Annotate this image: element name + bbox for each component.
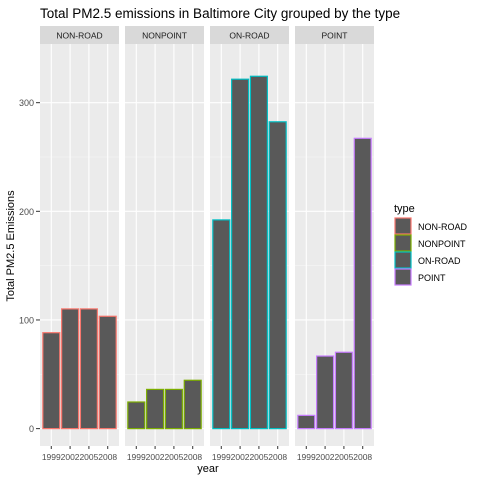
y-tick-label: 0: [29, 424, 34, 434]
bar-point-2008: [353, 137, 372, 430]
y-tick-label: 300: [19, 98, 34, 108]
x-tick-label: 1999: [297, 452, 316, 462]
bar-non-road-2005: [79, 308, 98, 430]
legend-label: ON-ROAD: [418, 256, 461, 266]
x-tick-label: 1999: [127, 452, 146, 462]
legend-key: [394, 268, 412, 286]
bar-non-road-1999: [42, 332, 61, 430]
bar-on-road-2005: [249, 75, 268, 430]
x-tick-label: 2002: [316, 452, 335, 462]
legend: type NON-ROAD NONPOINT ON-ROAD POINT: [394, 203, 467, 286]
legend-title: type: [394, 203, 415, 215]
x-tick-label: 2008: [268, 452, 287, 462]
x-tick-label: 2002: [231, 452, 250, 462]
y-tick-label: 100: [19, 315, 34, 325]
y-tick-label: 200: [19, 207, 34, 217]
facet-strip-label: NON-ROAD: [56, 31, 102, 41]
legend-key: [394, 251, 412, 269]
bar-on-road-2002: [231, 78, 250, 430]
x-tick-label: 2008: [183, 452, 202, 462]
bar-nonpoint-1999: [127, 401, 146, 430]
bar-non-road-2008: [98, 315, 117, 430]
facet-strip: [210, 26, 289, 44]
legend-label: NONPOINT: [418, 239, 466, 249]
x-tick-label: 1999: [42, 452, 61, 462]
x-tick-label: 2008: [98, 452, 117, 462]
facet-strip: [295, 26, 374, 44]
bar-nonpoint-2005: [164, 388, 183, 430]
facet-strip-label: ON-ROAD: [229, 31, 269, 41]
x-axis-label: year: [197, 463, 219, 475]
chart-title: Total PM2.5 emissions in Baltimore City …: [40, 6, 400, 21]
facet-strip: [40, 26, 119, 44]
x-tick-label: 2005: [79, 452, 98, 462]
x-tick-label: 2002: [61, 452, 80, 462]
facet-strip: [125, 26, 204, 44]
legend-label: POINT: [418, 273, 446, 283]
x-tick-label: 2002: [146, 452, 165, 462]
x-tick-label: 2005: [334, 452, 353, 462]
bar-non-road-2002: [61, 308, 80, 430]
bar-nonpoint-2002: [146, 388, 165, 430]
facet-panel: [125, 44, 204, 446]
bar-point-2002: [316, 355, 335, 430]
bar-point-1999: [297, 414, 316, 430]
x-tick-label: 2008: [353, 452, 372, 462]
bar-point-2005: [334, 351, 353, 430]
x-tick-label: 2005: [164, 452, 183, 462]
bar-on-road-1999: [212, 219, 231, 430]
bar-on-road-2008: [268, 121, 287, 430]
y-axis-label: Total PM2.5 Emissions: [5, 190, 17, 302]
legend-key: [394, 217, 412, 235]
x-tick-label: 2005: [249, 452, 268, 462]
legend-key: [394, 234, 412, 252]
x-tick-label: 1999: [212, 452, 231, 462]
facet-strip-label: NONPOINT: [142, 31, 187, 41]
legend-label: NON-ROAD: [418, 222, 467, 232]
bar-nonpoint-2008: [183, 379, 202, 430]
facet-strip-label: POINT: [322, 31, 348, 41]
